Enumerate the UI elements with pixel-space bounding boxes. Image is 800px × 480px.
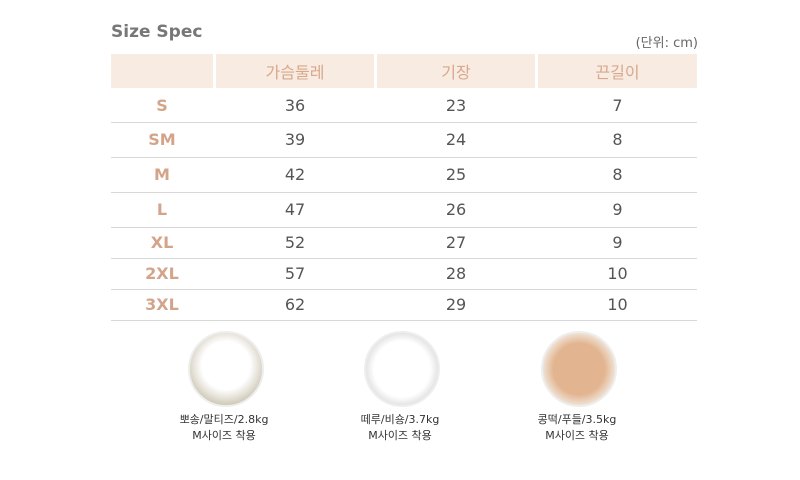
size-label: L: [156, 200, 168, 219]
model-name: 떼루/비숑/3.7kg: [360, 413, 440, 426]
row-separator: [111, 258, 697, 259]
header-blank: [111, 54, 213, 88]
size-label: 3XL: [145, 295, 179, 314]
size-label: S: [156, 95, 168, 115]
model-size: M사이즈 착용: [368, 429, 432, 442]
value-cell: 9: [612, 233, 623, 252]
value-cell: 26: [445, 200, 467, 219]
value-cell: 10: [607, 264, 628, 283]
model-photo: [364, 331, 440, 407]
value-cell: 24: [445, 130, 467, 149]
value-cell: 29: [445, 295, 467, 314]
row-separator: [111, 122, 697, 123]
value-cell: 23: [445, 95, 467, 115]
row-separator: [111, 289, 697, 290]
value-cell: 8: [612, 165, 623, 184]
value-cell: 39: [284, 130, 306, 149]
value-cell: 62: [284, 295, 306, 314]
header-cell: 끈길이: [538, 54, 697, 88]
unit-note: (단위: cm): [635, 36, 698, 51]
model-photo: [541, 331, 617, 407]
model-photo: [188, 331, 264, 407]
row-separator: [111, 320, 697, 321]
size-label: SM: [148, 130, 176, 149]
size-label: XL: [150, 233, 174, 252]
row-separator: [111, 192, 697, 193]
value-cell: 27: [445, 233, 467, 252]
header-cell: 기장: [377, 54, 535, 88]
value-cell: 57: [284, 264, 306, 283]
value-cell: 47: [284, 200, 306, 219]
model-size: M사이즈 착용: [545, 429, 609, 442]
model-size: M사이즈 착용: [192, 429, 256, 442]
model-name: 콩떡/푸들/3.5kg: [537, 413, 617, 426]
size-label: 2XL: [145, 264, 179, 283]
value-cell: 8: [612, 130, 623, 149]
row-separator: [111, 227, 697, 228]
header-cell: 가슴둘레: [216, 54, 374, 88]
value-cell: 10: [607, 295, 628, 314]
row-separator: [111, 157, 697, 158]
size-label: M: [154, 165, 170, 184]
value-cell: 7: [612, 95, 623, 115]
model-name: 뽀송/말티즈/2.8kg: [179, 413, 269, 426]
value-cell: 9: [612, 200, 623, 219]
value-cell: 36: [284, 95, 306, 115]
value-cell: 42: [284, 165, 306, 184]
title: Size Spec: [111, 22, 203, 42]
value-cell: 28: [445, 264, 467, 283]
value-cell: 25: [445, 165, 467, 184]
value-cell: 52: [284, 233, 306, 252]
